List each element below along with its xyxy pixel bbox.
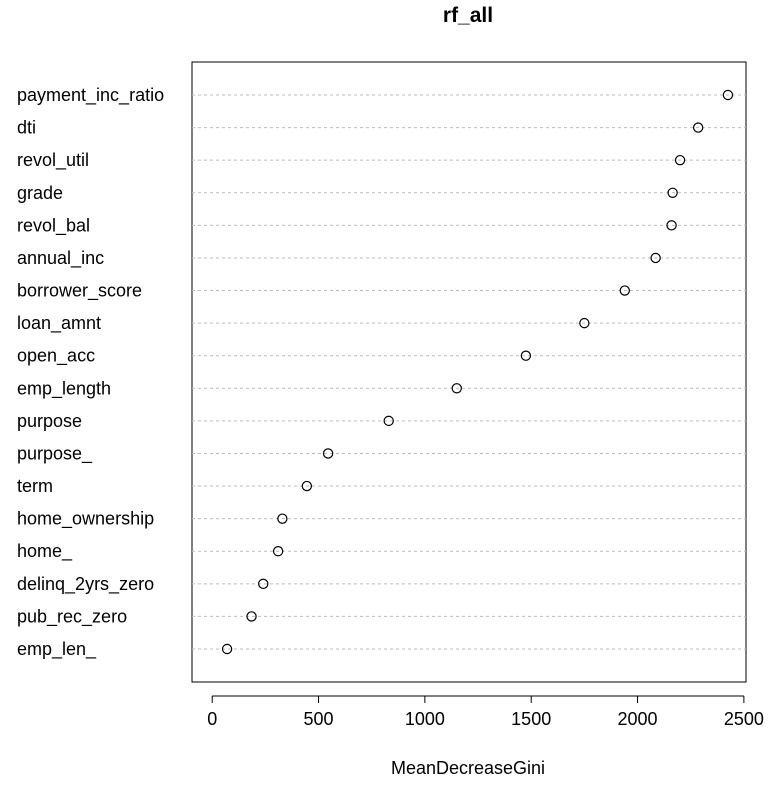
y-tick-label: borrower_score <box>17 281 142 302</box>
data-point <box>722 89 734 101</box>
y-tick-label: revol_bal <box>17 215 90 236</box>
y-tick-label: dti <box>17 118 36 138</box>
x-tick-label: 1000 <box>405 709 445 729</box>
data-point <box>579 317 590 329</box>
data-point <box>666 220 677 231</box>
x-tick-label: 1500 <box>511 709 551 729</box>
y-tick-label: home_ <box>17 541 73 562</box>
data-point <box>650 252 661 264</box>
data-point <box>221 643 233 655</box>
y-tick-label: purpose <box>17 411 82 431</box>
chart-title: rf_all <box>443 4 493 27</box>
y-tick-label: grade <box>17 183 63 203</box>
plot-area <box>191 61 747 683</box>
y-tick-label: payment_inc_ratio <box>17 85 164 106</box>
data-point <box>246 611 257 622</box>
data-point <box>619 285 630 296</box>
data-points <box>221 89 734 655</box>
data-point <box>322 448 334 459</box>
y-tick-label: emp_len_ <box>17 639 97 660</box>
y-tick-label: delinq_2yrs_zero <box>17 574 154 595</box>
y-tick-label: loan_amnt <box>17 313 101 334</box>
x-tick-label: 500 <box>304 709 334 729</box>
y-tick-label: pub_rec_zero <box>17 606 127 627</box>
data-point <box>451 383 462 394</box>
x-tick-label: 2500 <box>724 709 764 729</box>
data-point <box>674 154 686 166</box>
y-tick-label: home_ownership <box>17 509 154 530</box>
data-point <box>277 513 288 524</box>
data-point <box>520 350 532 361</box>
y-tick-label: revol_util <box>17 150 89 171</box>
data-point <box>258 578 269 590</box>
data-point <box>692 122 704 133</box>
x-axis: 0 500 1000 1500 2000 2500 <box>207 695 764 729</box>
data-point <box>272 546 284 557</box>
data-point <box>301 480 313 492</box>
x-tick-label: 2000 <box>618 709 658 729</box>
gridlines <box>192 94 746 650</box>
x-axis-title: MeanDecreaseGini <box>391 758 545 778</box>
y-tick-label: annual_inc <box>17 248 104 269</box>
y-tick-label: emp_length <box>17 378 111 399</box>
y-tick-label: open_acc <box>17 346 95 367</box>
data-point <box>383 415 394 427</box>
data-point <box>667 187 678 198</box>
x-tick-label: 0 <box>207 709 217 729</box>
y-tick-label: purpose_ <box>17 443 93 464</box>
y-tick-label: term <box>17 476 53 496</box>
